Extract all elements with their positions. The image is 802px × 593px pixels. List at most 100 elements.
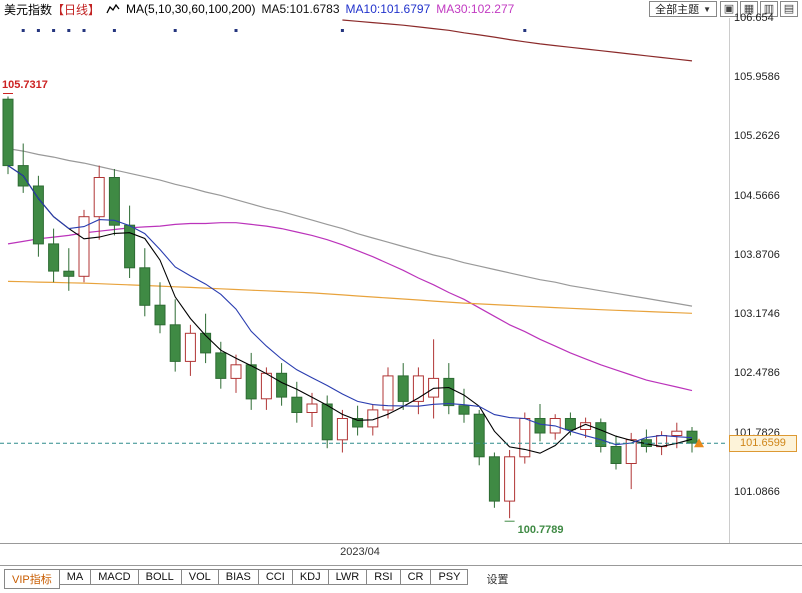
y-axis-tick: 105.2626 xyxy=(734,130,780,143)
x-axis-label: 2023/04 xyxy=(340,546,380,558)
event-dot xyxy=(67,29,71,32)
event-dot xyxy=(173,29,177,32)
candle-body xyxy=(671,430,683,437)
indicator-tab-设置[interactable]: 设置 xyxy=(478,569,517,589)
candle-body xyxy=(184,332,196,362)
candle-body xyxy=(519,418,531,458)
ma5-value: MA5:101.6783 xyxy=(261,2,340,16)
current-price-arrow-icon xyxy=(694,438,704,448)
candle-body xyxy=(245,364,257,400)
candle-body xyxy=(306,403,318,413)
y-axis-tick: 101.0866 xyxy=(734,485,780,498)
candle-body xyxy=(610,446,622,464)
price-axis: 106.654 105.9586 105.2626 104.5666 103.8706 1… xyxy=(729,12,802,543)
layout-columns-icon[interactable]: ▥ xyxy=(760,1,778,17)
candle-body xyxy=(504,456,516,502)
header-controls: 全部主题 ▼ ▣ ▦ ▥ ▤ xyxy=(649,1,802,17)
indicator-tab-KDJ[interactable]: KDJ xyxy=(291,569,329,585)
indicator-tab-VIP指标[interactable]: VIP指标 xyxy=(4,569,60,589)
ma30-value: MA30:102.277 xyxy=(436,2,515,16)
y-axis-tick: 106.654 xyxy=(734,12,774,24)
candle-body xyxy=(32,185,44,245)
candle-body xyxy=(93,177,105,218)
indicator-tab-LWR[interactable]: LWR xyxy=(327,569,368,585)
indicator-tab-BOLL[interactable]: BOLL xyxy=(137,569,182,585)
candle-body xyxy=(230,364,242,379)
candle-body xyxy=(169,324,181,362)
y-axis-tick: 104.5666 xyxy=(734,189,780,202)
y-axis-tick: 102.4786 xyxy=(734,367,780,380)
candle-body xyxy=(412,375,424,402)
ma-line-ma5 xyxy=(7,165,693,454)
indicator-tab-MACD[interactable]: MACD xyxy=(90,569,139,585)
ma-line-ma100 xyxy=(7,280,693,314)
candle-body xyxy=(260,372,272,400)
candle-body xyxy=(488,456,500,502)
candle-body xyxy=(443,377,455,407)
candle-body xyxy=(78,216,90,277)
instrument-title: 美元指数 xyxy=(4,2,53,17)
layout-rows-icon[interactable]: ▤ xyxy=(780,1,798,17)
candle-body xyxy=(595,422,607,448)
theme-dropdown-button[interactable]: 全部主题 ▼ xyxy=(649,1,717,17)
ma-group-label: MA(5,10,30,60,100,200) xyxy=(126,2,256,16)
candle-body xyxy=(321,403,333,441)
ma10-value: MA10:101.6797 xyxy=(345,2,431,16)
legend-bar: 美元指数 【日线】 MA(5,10,30,60,100,200) MA5:101.… xyxy=(0,1,514,18)
candle-body xyxy=(352,418,364,428)
candle-body xyxy=(382,375,394,411)
event-dot xyxy=(82,29,86,32)
layout-single-icon[interactable]: ▣ xyxy=(720,1,738,17)
candlestick-chart[interactable] xyxy=(0,18,730,543)
ma-line-ma60 xyxy=(7,148,693,307)
candle-body xyxy=(108,177,120,226)
candle-body xyxy=(139,267,151,306)
indicator-tab-PSY[interactable]: PSY xyxy=(430,569,469,585)
event-dot xyxy=(36,29,40,32)
event-dot xyxy=(112,29,116,32)
candle-body xyxy=(124,224,136,269)
candle-body xyxy=(215,352,227,379)
candle-body xyxy=(397,375,409,402)
layout-grid-icon[interactable]: ▦ xyxy=(740,1,758,17)
event-dot xyxy=(234,29,238,32)
time-axis: 2023/04 xyxy=(0,543,802,561)
line-chart-icon xyxy=(106,3,120,15)
indicator-tab-MA[interactable]: MA xyxy=(58,569,92,585)
candle-body xyxy=(534,418,546,434)
indicator-tab-CCI[interactable]: CCI xyxy=(257,569,293,585)
indicator-tab-RSI[interactable]: RSI xyxy=(366,569,401,585)
ma-line-ma10 xyxy=(7,165,693,446)
candle-body xyxy=(48,243,60,272)
ma-line-ma200 xyxy=(342,19,693,62)
candle-body xyxy=(276,372,288,398)
y-axis-tick: 105.9586 xyxy=(734,71,780,84)
candle-body xyxy=(625,439,637,465)
theme-dropdown-label: 全部主题 xyxy=(655,4,700,16)
y-axis-tick: 103.1746 xyxy=(734,308,780,321)
indicator-tab-CR[interactable]: CR xyxy=(399,569,432,585)
candle-body xyxy=(458,405,470,415)
indicator-tabbar: VIP指标 MA MACD BOLL VOL BIAS CCI KDJ LWR RSI CR PSY 设… xyxy=(0,565,802,589)
indicator-tab-VOL[interactable]: VOL xyxy=(180,569,219,585)
current-price-tag: 101.6599 xyxy=(729,435,797,452)
chart-area: 106.654 105.9586 105.2626 104.5666 103.8706 1… xyxy=(0,12,802,543)
y-axis-tick: 103.8706 xyxy=(734,248,780,261)
low-price-label: 100.7789 xyxy=(517,524,564,537)
layout-icon-row: ▣ ▦ ▥ ▤ xyxy=(720,1,798,17)
candle-body xyxy=(336,418,348,441)
chart-header: 美元指数 【日线】 MA(5,10,30,60,100,200) MA5:101.… xyxy=(0,0,802,18)
period-label: 【日线】 xyxy=(52,2,101,17)
candle-body xyxy=(656,435,668,448)
candle-body xyxy=(2,98,14,167)
indicator-tab-BIAS[interactable]: BIAS xyxy=(217,569,259,585)
candle-body xyxy=(291,396,303,414)
event-dot xyxy=(21,29,25,32)
ma-line-ma30 xyxy=(7,222,693,392)
event-dot xyxy=(340,29,344,32)
candle-body xyxy=(154,304,166,326)
candle-body xyxy=(564,418,576,431)
chevron-down-icon: ▼ xyxy=(703,4,711,14)
candle-body xyxy=(473,413,485,458)
